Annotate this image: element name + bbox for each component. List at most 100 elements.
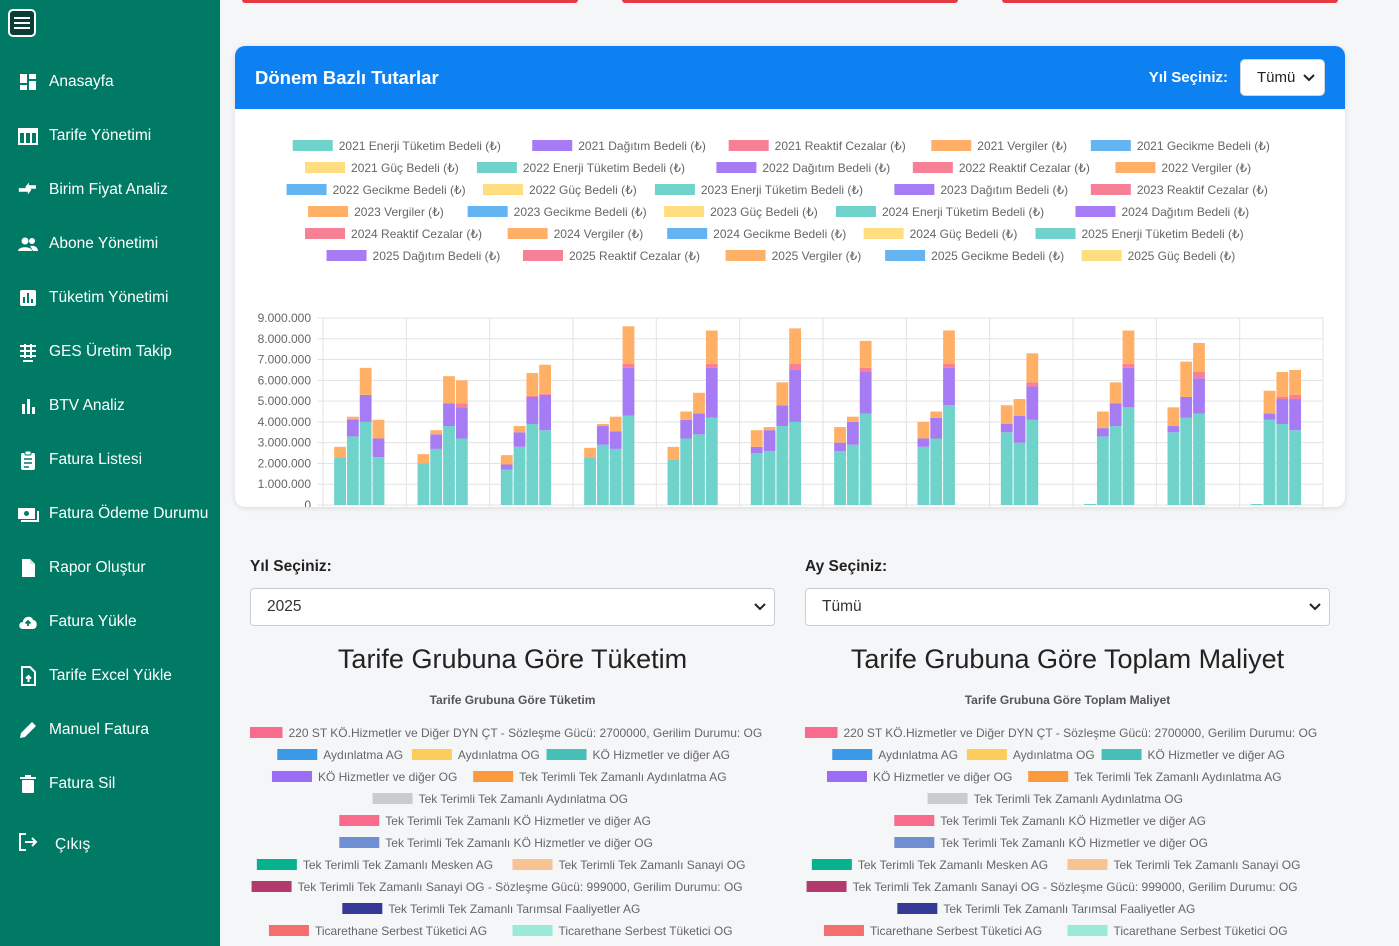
bar-segment[interactable] [1180,361,1193,397]
bar-segment[interactable] [417,454,430,464]
legend-item[interactable]: Tek Terimli Tek Zamanlı KÖ Hizmetler ve … [339,836,653,850]
legend-item[interactable]: 2024 Dağıtım Bedeli (₺) [1075,205,1249,219]
bar-segment[interactable] [609,431,622,449]
legend-item[interactable]: 2023 Vergiler (₺) [308,205,444,219]
legend-item[interactable]: Aydınlatma OG [411,748,540,762]
bar-segment[interactable] [930,417,943,439]
bar-segment[interactable] [750,453,763,505]
bar-segment[interactable] [1289,430,1302,505]
bar-segment[interactable] [917,446,930,505]
legend-item[interactable]: 2023 Enerji Tüketim Bedeli (₺) [654,183,863,197]
bar-segment[interactable] [1193,342,1205,373]
bar-segment[interactable] [609,416,622,432]
legend-item[interactable]: Tek Terimli Tek Zamanlı Sanayi OG - Sözl… [251,880,743,894]
legend-item[interactable]: 2024 Gecikme Bedeli (₺) [667,227,846,241]
bar-segment[interactable] [789,328,802,364]
bar-segment[interactable] [1180,417,1193,505]
bar-segment[interactable] [430,430,443,435]
bar-segment[interactable] [943,330,955,364]
bar-segment[interactable] [667,459,680,505]
bar-segment[interactable] [1096,411,1109,429]
bar-segment[interactable] [1109,382,1122,404]
bar-segment[interactable] [776,405,789,427]
bar-segment[interactable] [1193,413,1205,505]
bar-segment[interactable] [596,444,609,505]
card-year-select[interactable]: Tümü [1240,59,1325,96]
bar-segment[interactable] [834,427,846,443]
legend-item[interactable]: 220 ST KÖ.Hizmetler ve Diğer DYN ÇT - Sö… [805,726,1317,740]
legend-item[interactable]: 2024 Vergiler (₺) [507,227,644,241]
legend-item[interactable]: 2024 Enerji Tüketim Bedeli (₺) [835,205,1044,219]
bar-segment[interactable] [1276,396,1289,400]
bar-segment[interactable] [359,367,372,395]
sidebar-item-fatura-yukle[interactable]: Fatura Yükle [0,602,220,642]
bar-segment[interactable] [346,436,359,505]
bar-segment[interactable] [1122,407,1135,505]
legend-item[interactable]: Tek Terimli Tek Zamanlı Sanayi OG [512,858,746,872]
legend-item[interactable]: 2021 Dağıtım Bedeli (₺) [532,139,706,153]
legend-item[interactable]: KÖ Hizmetler ve diğer OG [826,770,1012,784]
legend-item[interactable]: 2021 Gecikme Bedeli (₺) [1090,139,1270,153]
bar-segment[interactable] [1167,426,1180,433]
legend-item[interactable]: 2025 Enerji Tüketim Bedeli (₺) [1035,227,1244,241]
bar-segment[interactable] [859,372,872,414]
bar-segment[interactable] [763,450,776,505]
bar-segment[interactable] [705,367,718,418]
bar-segment[interactable] [943,405,955,505]
bar-segment[interactable] [513,426,526,433]
bar-segment[interactable] [693,434,705,505]
bar-segment[interactable] [526,396,539,424]
bar-segment[interactable] [346,418,359,420]
legend-item[interactable]: 2025 Gecikme Bedeli (₺) [885,249,1064,263]
sidebar-item-fatura-sil[interactable]: Fatura Sil [0,764,220,804]
legend-item[interactable]: 2023 Güç Bedeli (₺) [664,205,818,219]
bar-segment[interactable] [584,457,596,505]
bar-segment[interactable] [596,426,609,445]
bar-segment[interactable] [750,446,763,454]
menu-toggle-icon[interactable] [8,9,36,37]
bar-segment[interactable] [705,363,718,368]
legend-item[interactable]: KÖ Hizmetler ve diğer OG [271,770,457,784]
legend-item[interactable]: Tek Terimli Tek Zamanlı KÖ Hizmetler ve … [339,814,651,828]
legend-item[interactable]: Tek Terimli Tek Zamanlı Tarımsal Faaliye… [342,902,640,916]
sidebar-item-tarife-excel-yukle[interactable]: Tarife Excel Yükle [0,656,220,696]
legend-item[interactable]: 2025 Dağıtım Bedeli (₺) [326,249,501,263]
bar-segment[interactable] [417,463,430,505]
bar-segment[interactable] [930,411,943,418]
bar-segment[interactable] [1013,415,1026,443]
sidebar-item-rapor-olustur[interactable]: Rapor Oluştur [0,548,220,588]
legend-item[interactable]: Tek Terimli Tek Zamanlı Aydınlatma OG [372,792,628,806]
bar-segment[interactable] [693,413,705,435]
bar-segment[interactable] [539,393,552,395]
bar-segment[interactable] [1026,386,1039,420]
legend-item[interactable]: Tek Terimli Tek Zamanlı Tarımsal Faaliye… [897,902,1195,916]
legend-item[interactable]: Aydınlatma OG [966,748,1095,762]
bar-segment[interactable] [776,382,789,406]
bar-segment[interactable] [1122,330,1135,364]
year-filter-select[interactable]: 2025 [250,588,775,626]
legend-item[interactable]: 2023 Gecikme Bedeli (₺) [467,205,647,219]
bar-segment[interactable] [1263,390,1276,414]
bar-segment[interactable] [622,326,635,364]
sidebar-item-anasayfa[interactable]: Anasayfa [0,62,220,102]
bar-segment[interactable] [917,438,930,447]
sidebar-item-cikis[interactable]: Çıkış [0,822,220,862]
legend-item[interactable]: Tek Terimli Tek Zamanlı Aydınlatma AG [473,770,727,784]
bar-segment[interactable] [1167,432,1180,505]
sidebar-item-ges-uretim-takip[interactable]: GES Üretim Takip [0,332,220,372]
bar-segment[interactable] [1250,503,1263,505]
bar-segment[interactable] [789,363,802,370]
bar-segment[interactable] [763,427,776,431]
bar-segment[interactable] [1276,372,1289,397]
legend-item[interactable]: Ticarethane Serbest Tüketici AG [268,924,487,938]
legend-item[interactable]: 2022 Dağıtım Bedeli (₺) [716,161,890,175]
bar-segment[interactable] [334,457,346,505]
bar-segment[interactable] [372,438,385,458]
sidebar-item-tuketim-yonetimi[interactable]: Tüketim Yönetimi [0,278,220,318]
bar-segment[interactable] [943,363,955,368]
bar-segment[interactable] [1109,426,1122,505]
bar-segment[interactable] [1167,407,1180,427]
legend-item[interactable]: 2025 Güç Bedeli (₺) [1081,249,1236,263]
bar-segment[interactable] [1000,405,1013,424]
legend-item[interactable]: 2022 Güç Bedeli (₺) [483,183,637,197]
